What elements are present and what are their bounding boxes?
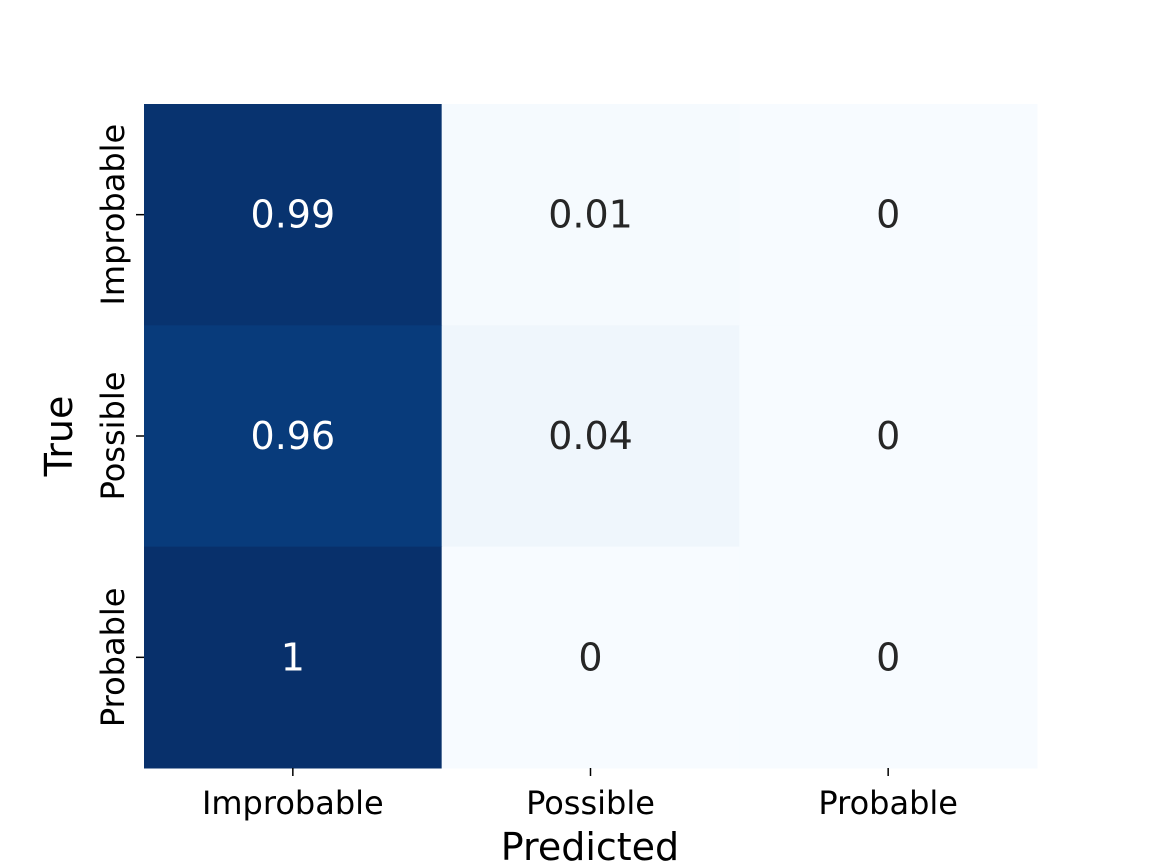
cell-possible-probable [739,325,1038,548]
cell-possible-improbable [144,325,443,548]
cell-improbable-improbable [144,104,443,326]
x-axis-ticks: Improbable Possible Probable [202,768,958,822]
x-tick-label-improbable: Improbable [202,784,384,822]
cell-value-possible-probable: 0 [876,414,900,458]
cell-probable-improbable [144,546,443,769]
cell-value-possible-improbable: 0.96 [251,414,336,458]
cell-value-improbable-probable: 0 [876,193,900,237]
cell-improbable-probable [739,104,1038,326]
heatmap-cells [144,104,1038,769]
cell-probable-probable [739,546,1038,769]
cell-value-probable-possible: 0 [578,635,602,679]
x-axis-label: Predicted [501,825,679,864]
x-tick-label-probable: Probable [818,784,958,822]
cell-value-probable-improbable: 1 [281,635,305,679]
y-axis-label: True [37,396,81,478]
cell-probable-possible [441,546,740,769]
cell-value-possible-possible: 0.04 [548,414,633,458]
y-axis-ticks: Improbable Possible Probable [94,124,144,727]
cell-value-probable-probable: 0 [876,635,900,679]
cell-possible-possible [441,325,740,548]
y-tick-label-probable: Probable [94,588,132,728]
cell-value-improbable-possible: 0.01 [548,193,633,237]
cell-improbable-possible [441,104,740,326]
y-tick-label-improbable: Improbable [94,124,132,306]
x-tick-label-possible: Possible [526,784,655,822]
cell-value-improbable-improbable: 0.99 [251,193,336,237]
y-tick-label-possible: Possible [94,372,132,501]
heatmap-cell-labels: 0.99 0.01 0 0.96 0.04 0 1 0 0 [251,193,901,680]
